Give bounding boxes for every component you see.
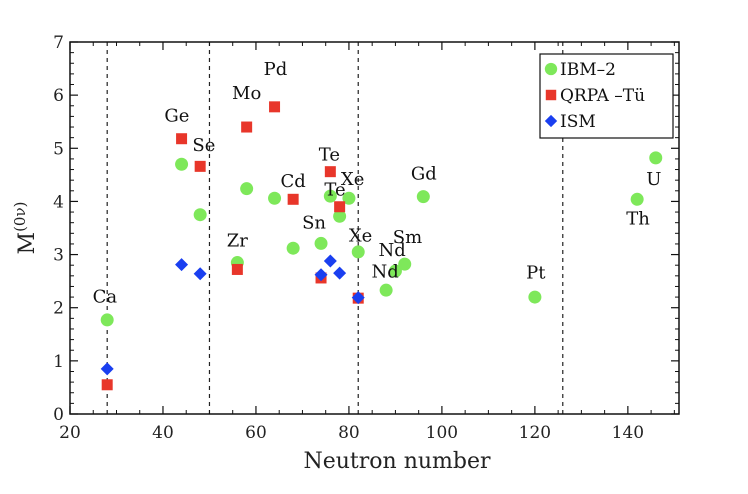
element-label: Sm xyxy=(393,227,422,248)
y-tick-label: 4 xyxy=(53,192,64,212)
square-point xyxy=(287,193,299,205)
circle-point xyxy=(528,290,542,304)
circle-point xyxy=(379,283,393,297)
y-tick-label: 1 xyxy=(53,352,64,372)
square-point xyxy=(231,263,243,275)
plot-frame xyxy=(69,41,680,415)
element-label: Ca xyxy=(93,286,118,307)
legend-diamond-icon xyxy=(544,114,558,128)
element-label: Se xyxy=(192,135,215,156)
element-label: Nd xyxy=(379,240,406,261)
y-tick-label: 5 xyxy=(53,139,64,159)
diamond-point xyxy=(193,267,207,281)
circle-point xyxy=(268,191,282,205)
y-tick-labels: 0 1 2 3 4 5 6 7 xyxy=(53,33,64,425)
circle-point xyxy=(416,190,430,204)
data-points xyxy=(100,101,663,391)
element-label: Pd xyxy=(264,59,288,80)
diamond-point xyxy=(323,254,337,268)
legend-box xyxy=(539,53,674,139)
element-label: Te xyxy=(319,145,340,166)
circle-point xyxy=(323,189,337,203)
y-tick-label: 7 xyxy=(53,33,64,53)
circle-point xyxy=(286,241,300,255)
circle-point xyxy=(342,191,356,205)
square-point xyxy=(194,160,206,172)
element-label: Nd xyxy=(372,261,399,282)
element-label: Gd xyxy=(411,164,437,185)
element-label: Th xyxy=(626,208,650,229)
x-axis-title: Neutron number xyxy=(303,449,491,474)
circle-point xyxy=(314,236,328,250)
circle-point xyxy=(388,264,402,278)
diamond-point xyxy=(351,291,365,305)
diamond-point xyxy=(333,266,347,280)
x-tick-label: 20 xyxy=(59,423,81,443)
x-tick-label: 140 xyxy=(612,423,644,443)
circle-point xyxy=(351,245,365,259)
element-label: Mo xyxy=(232,83,261,104)
x-tick-label: 100 xyxy=(426,423,458,443)
legend-label: ISM xyxy=(560,112,596,132)
circle-point xyxy=(630,192,644,206)
square-point xyxy=(176,133,188,145)
square-point xyxy=(101,379,113,391)
axis-ticks xyxy=(69,41,679,415)
circle-point xyxy=(398,257,412,271)
square-point xyxy=(269,101,281,113)
circle-point xyxy=(175,157,189,171)
legend: IBM–2 QRPA –Tü ISM xyxy=(539,53,674,139)
y-axis-title: M(0ν) xyxy=(11,202,40,255)
y-tick-label: 0 xyxy=(53,405,64,425)
legend-circle-icon xyxy=(544,62,558,76)
x-tick-label: 60 xyxy=(245,423,267,443)
element-label: Xe xyxy=(341,169,364,190)
element-label: Sn xyxy=(302,213,326,234)
element-label: Te xyxy=(324,180,345,201)
circle-point xyxy=(100,313,114,327)
legend-square-icon xyxy=(545,89,557,101)
circle-point xyxy=(333,209,347,223)
x-tick-labels: 20 40 60 80 100 120 140 xyxy=(59,423,644,443)
circle-point xyxy=(193,208,207,222)
legend-label: QRPA –Tü xyxy=(560,86,645,106)
element-label: Xe xyxy=(349,225,372,246)
element-label: U xyxy=(646,169,661,190)
diamond-point xyxy=(175,258,189,272)
element-label: Pt xyxy=(526,262,546,283)
element-label: Ge xyxy=(164,106,189,127)
element-label: Cd xyxy=(280,171,305,192)
y-tick-label: 2 xyxy=(53,299,64,319)
x-tick-label: 80 xyxy=(338,423,360,443)
magic-number-lines xyxy=(106,42,564,414)
square-point xyxy=(334,201,346,213)
y-tick-label: 3 xyxy=(53,246,64,266)
y-tick-label: 6 xyxy=(53,86,64,106)
element-label: Zr xyxy=(227,231,249,252)
circle-point xyxy=(649,151,663,165)
circle-point xyxy=(240,182,254,196)
x-tick-label: 120 xyxy=(519,423,551,443)
square-point xyxy=(324,166,336,178)
legend-label: IBM–2 xyxy=(560,60,616,80)
x-tick-label: 40 xyxy=(152,423,174,443)
square-point xyxy=(241,121,253,133)
diamond-point xyxy=(100,362,114,376)
diamond-point xyxy=(314,268,328,282)
